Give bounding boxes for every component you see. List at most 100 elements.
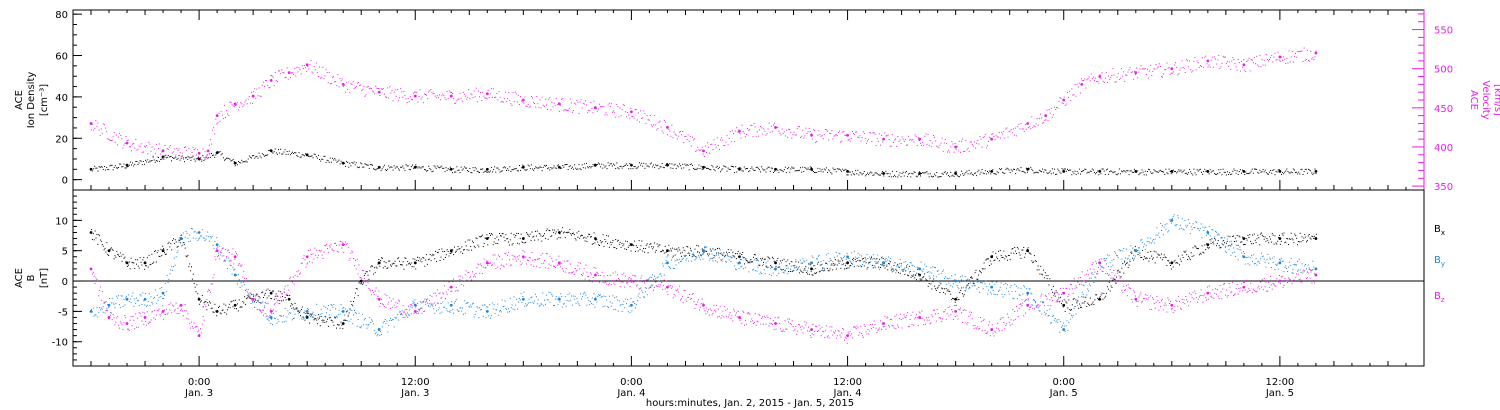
- by-trace-dot: [152, 303, 154, 305]
- bx-trace-dot: [1075, 299, 1077, 301]
- bx-trace-dot: [1131, 252, 1133, 254]
- velocity-trace-dot: [758, 129, 760, 131]
- by-trace-dot: [929, 271, 931, 273]
- by-trace-dot: [405, 314, 407, 316]
- density-trace-dot: [680, 165, 682, 167]
- velocity-trace-dot: [343, 84, 345, 86]
- density-trace-dot: [412, 164, 414, 166]
- density-trace-dot: [430, 169, 432, 171]
- density-trace-dot: [227, 157, 229, 159]
- by-trace-dot: [238, 279, 240, 281]
- bx-trace-dot: [994, 259, 996, 261]
- density-trace-dot: [540, 167, 542, 169]
- velocity-trace-dot: [563, 110, 565, 112]
- bx-trace-dot: [1278, 236, 1280, 238]
- by-trace-dot: [343, 307, 345, 309]
- density-point: [125, 163, 129, 167]
- bx-trace-dot: [959, 292, 961, 294]
- bx-trace-dot: [471, 240, 473, 242]
- bx-point: [1278, 237, 1282, 240]
- bx-trace-dot: [164, 253, 166, 255]
- density-trace-dot: [205, 157, 207, 159]
- by-trace-dot: [880, 264, 882, 266]
- by-trace-dot: [267, 318, 269, 320]
- density-trace-dot: [1163, 171, 1165, 173]
- velocity-trace-dot: [322, 66, 324, 68]
- by-trace-dot: [479, 307, 481, 309]
- density-trace-dot: [1300, 169, 1302, 171]
- velocity-trace-dot: [1116, 76, 1118, 78]
- by-trace-dot: [467, 302, 469, 304]
- density-trace-dot: [879, 174, 881, 176]
- bx-trace-dot: [847, 261, 849, 263]
- by-trace-dot: [883, 261, 885, 263]
- velocity-trace-dot: [1069, 90, 1071, 92]
- density-trace-dot: [462, 168, 464, 170]
- by-trace-dot: [903, 261, 905, 263]
- velocity-trace-dot: [308, 68, 310, 70]
- velocity-trace-dot: [103, 124, 105, 126]
- velocity-trace-dot: [640, 110, 642, 112]
- velocity-trace-dot: [177, 150, 179, 152]
- velocity-trace-dot: [845, 134, 847, 136]
- bx-trace-dot: [429, 254, 431, 256]
- by-trace-dot: [422, 302, 424, 304]
- velocity-trace-dot: [949, 151, 951, 153]
- bx-trace-dot: [503, 236, 505, 238]
- by-trace-dot: [1002, 296, 1004, 298]
- density-trace-dot: [1221, 174, 1223, 176]
- density-tick-label: 80: [55, 10, 68, 21]
- bx-trace-dot: [1126, 262, 1128, 264]
- velocity-trace-dot: [1015, 127, 1017, 129]
- bx-trace-dot: [1063, 304, 1065, 306]
- density-trace-dot: [222, 157, 224, 159]
- velocity-trace-dot: [715, 147, 717, 149]
- by-trace-dot: [107, 303, 109, 305]
- density-trace-dot: [349, 162, 351, 164]
- density-trace-dot: [228, 158, 230, 160]
- density-point: [557, 165, 561, 169]
- velocity-trace-dot: [834, 134, 836, 136]
- density-trace-dot: [575, 167, 577, 169]
- bx-trace-dot: [670, 248, 672, 250]
- velocity-trace-dot: [886, 135, 888, 137]
- density-trace-dot: [925, 171, 927, 173]
- velocity-trace-dot: [820, 135, 822, 137]
- velocity-trace-dot: [634, 109, 636, 111]
- bx-trace-dot: [105, 251, 107, 253]
- by-trace-dot: [302, 318, 304, 320]
- velocity-trace-dot: [531, 97, 533, 99]
- by-trace-dot: [624, 307, 626, 309]
- bx-trace-dot: [637, 250, 639, 252]
- by-point: [918, 267, 922, 271]
- velocity-trace-dot: [632, 115, 634, 117]
- by-trace-dot: [506, 309, 508, 311]
- density-trace-dot: [267, 154, 269, 156]
- velocity-trace-dot: [775, 127, 777, 129]
- velocity-trace-dot: [1044, 119, 1046, 121]
- velocity-trace-dot: [816, 141, 818, 143]
- by-trace-dot: [439, 312, 441, 314]
- bx-trace-dot: [1025, 250, 1027, 252]
- by-point: [107, 303, 111, 307]
- by-trace-dot: [721, 260, 723, 262]
- density-trace-dot: [388, 165, 390, 167]
- density-trace-dot: [749, 170, 751, 172]
- bx-trace-dot: [1087, 302, 1089, 304]
- velocity-trace-dot: [595, 108, 597, 110]
- density-trace-dot: [288, 150, 290, 152]
- bx-trace-dot: [402, 261, 404, 263]
- by-trace-dot: [1045, 313, 1047, 315]
- bx-trace-dot: [587, 236, 589, 238]
- density-trace-dot: [536, 167, 538, 169]
- by-point: [215, 243, 219, 247]
- bx-trace-dot: [209, 302, 211, 304]
- density-trace-dot: [609, 163, 611, 165]
- by-trace-dot: [952, 286, 954, 288]
- velocity-trace-dot: [1146, 68, 1148, 70]
- bx-trace-dot: [109, 248, 111, 250]
- by-trace-dot: [587, 297, 589, 299]
- velocity-trace-dot: [594, 105, 596, 107]
- velocity-point: [521, 98, 525, 102]
- velocity-point: [630, 110, 633, 114]
